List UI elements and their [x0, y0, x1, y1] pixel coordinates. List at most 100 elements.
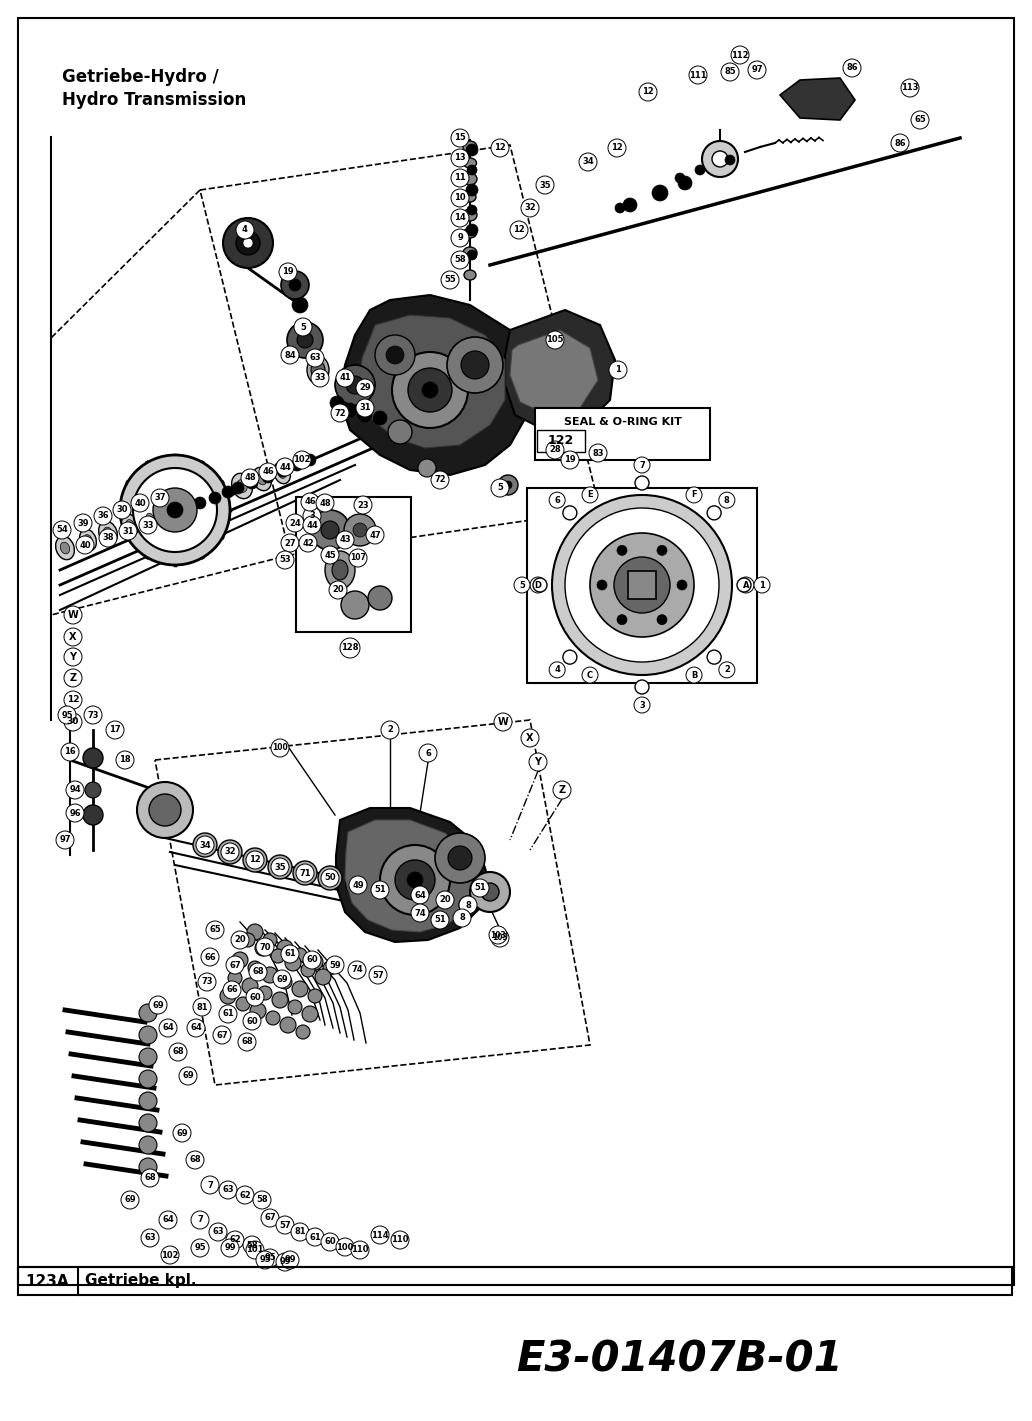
- FancyBboxPatch shape: [628, 571, 656, 600]
- Text: 33: 33: [142, 520, 154, 530]
- Text: 46: 46: [262, 468, 273, 476]
- Text: 83: 83: [592, 449, 604, 458]
- Text: 24: 24: [289, 519, 301, 527]
- Ellipse shape: [147, 513, 154, 523]
- Text: 63: 63: [222, 1185, 234, 1195]
- Text: 103: 103: [492, 934, 508, 942]
- Text: 81: 81: [196, 1002, 207, 1012]
- Text: 18: 18: [119, 756, 131, 764]
- Circle shape: [291, 459, 303, 470]
- Circle shape: [225, 847, 235, 857]
- Circle shape: [301, 493, 319, 512]
- Circle shape: [241, 469, 259, 487]
- Circle shape: [169, 1043, 187, 1061]
- Circle shape: [167, 502, 183, 519]
- Circle shape: [64, 691, 82, 709]
- Circle shape: [61, 743, 79, 762]
- Circle shape: [686, 666, 702, 684]
- Text: 48: 48: [245, 473, 256, 483]
- Text: 51: 51: [474, 884, 486, 892]
- Circle shape: [418, 459, 436, 477]
- Ellipse shape: [307, 357, 329, 384]
- Circle shape: [159, 1211, 178, 1229]
- Circle shape: [546, 441, 565, 459]
- Circle shape: [388, 421, 412, 443]
- Circle shape: [707, 651, 721, 664]
- Text: 27: 27: [284, 539, 296, 547]
- Text: 61: 61: [310, 1232, 321, 1242]
- Ellipse shape: [126, 520, 134, 530]
- Circle shape: [223, 980, 241, 999]
- Circle shape: [99, 529, 117, 547]
- Text: 60: 60: [324, 1238, 335, 1246]
- Text: 103: 103: [490, 931, 506, 939]
- Circle shape: [296, 864, 314, 882]
- Circle shape: [232, 952, 248, 968]
- Circle shape: [395, 860, 436, 899]
- Circle shape: [194, 497, 206, 509]
- Circle shape: [407, 872, 423, 888]
- Circle shape: [292, 980, 308, 998]
- Circle shape: [451, 229, 469, 247]
- Text: 12: 12: [249, 855, 261, 864]
- Text: 16: 16: [64, 747, 76, 756]
- Circle shape: [191, 1239, 209, 1258]
- Circle shape: [686, 487, 702, 503]
- Text: 99: 99: [284, 1256, 296, 1265]
- Circle shape: [221, 843, 239, 861]
- Circle shape: [266, 1010, 280, 1025]
- Circle shape: [510, 222, 528, 239]
- Polygon shape: [358, 315, 505, 448]
- Text: 12: 12: [611, 144, 623, 152]
- Circle shape: [321, 870, 338, 887]
- Text: 43: 43: [340, 536, 351, 544]
- Text: 32: 32: [524, 203, 536, 213]
- Circle shape: [354, 496, 372, 514]
- Text: 7: 7: [207, 1181, 213, 1189]
- Ellipse shape: [463, 141, 477, 153]
- FancyBboxPatch shape: [296, 497, 411, 632]
- Circle shape: [530, 577, 546, 593]
- Circle shape: [353, 523, 367, 537]
- Circle shape: [386, 345, 404, 364]
- Text: 1: 1: [760, 581, 765, 590]
- Circle shape: [634, 458, 650, 473]
- Circle shape: [451, 209, 469, 227]
- Text: 59: 59: [329, 961, 341, 969]
- Text: 68: 68: [172, 1047, 184, 1056]
- Circle shape: [451, 252, 469, 269]
- Text: 67: 67: [216, 1030, 228, 1040]
- Circle shape: [366, 526, 384, 544]
- Circle shape: [161, 1246, 179, 1265]
- Circle shape: [529, 753, 547, 772]
- Text: 35: 35: [275, 863, 286, 871]
- Text: 81: 81: [294, 1228, 305, 1236]
- Text: 12: 12: [642, 88, 654, 97]
- Text: 12: 12: [513, 226, 525, 234]
- Circle shape: [281, 1250, 299, 1269]
- Circle shape: [453, 909, 471, 926]
- Text: 64: 64: [162, 1215, 173, 1225]
- Circle shape: [521, 199, 539, 217]
- Text: 72: 72: [334, 408, 346, 418]
- Text: 67: 67: [264, 1214, 276, 1222]
- Circle shape: [268, 855, 292, 880]
- Text: 54: 54: [56, 526, 68, 534]
- Circle shape: [133, 468, 217, 551]
- Text: 99: 99: [280, 1258, 291, 1266]
- Text: 111: 111: [689, 71, 707, 80]
- Circle shape: [738, 577, 754, 593]
- Circle shape: [498, 475, 518, 495]
- Circle shape: [293, 450, 311, 469]
- Circle shape: [596, 580, 607, 590]
- Text: 70: 70: [259, 942, 270, 952]
- Ellipse shape: [464, 192, 476, 202]
- Ellipse shape: [257, 473, 266, 485]
- Circle shape: [220, 988, 236, 1005]
- Ellipse shape: [332, 560, 348, 580]
- Circle shape: [221, 1239, 239, 1258]
- Circle shape: [280, 1017, 296, 1033]
- Text: 94: 94: [69, 786, 80, 794]
- Text: 7: 7: [197, 1215, 203, 1225]
- Circle shape: [748, 61, 766, 80]
